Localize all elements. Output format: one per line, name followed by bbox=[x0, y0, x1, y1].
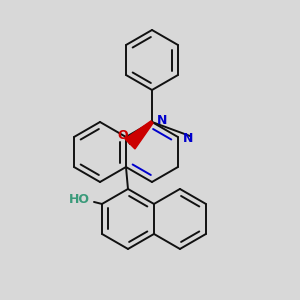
Text: HO: HO bbox=[69, 194, 90, 206]
Text: O: O bbox=[117, 129, 128, 142]
Text: N: N bbox=[157, 113, 167, 127]
Polygon shape bbox=[125, 121, 153, 149]
Text: N: N bbox=[183, 133, 193, 146]
